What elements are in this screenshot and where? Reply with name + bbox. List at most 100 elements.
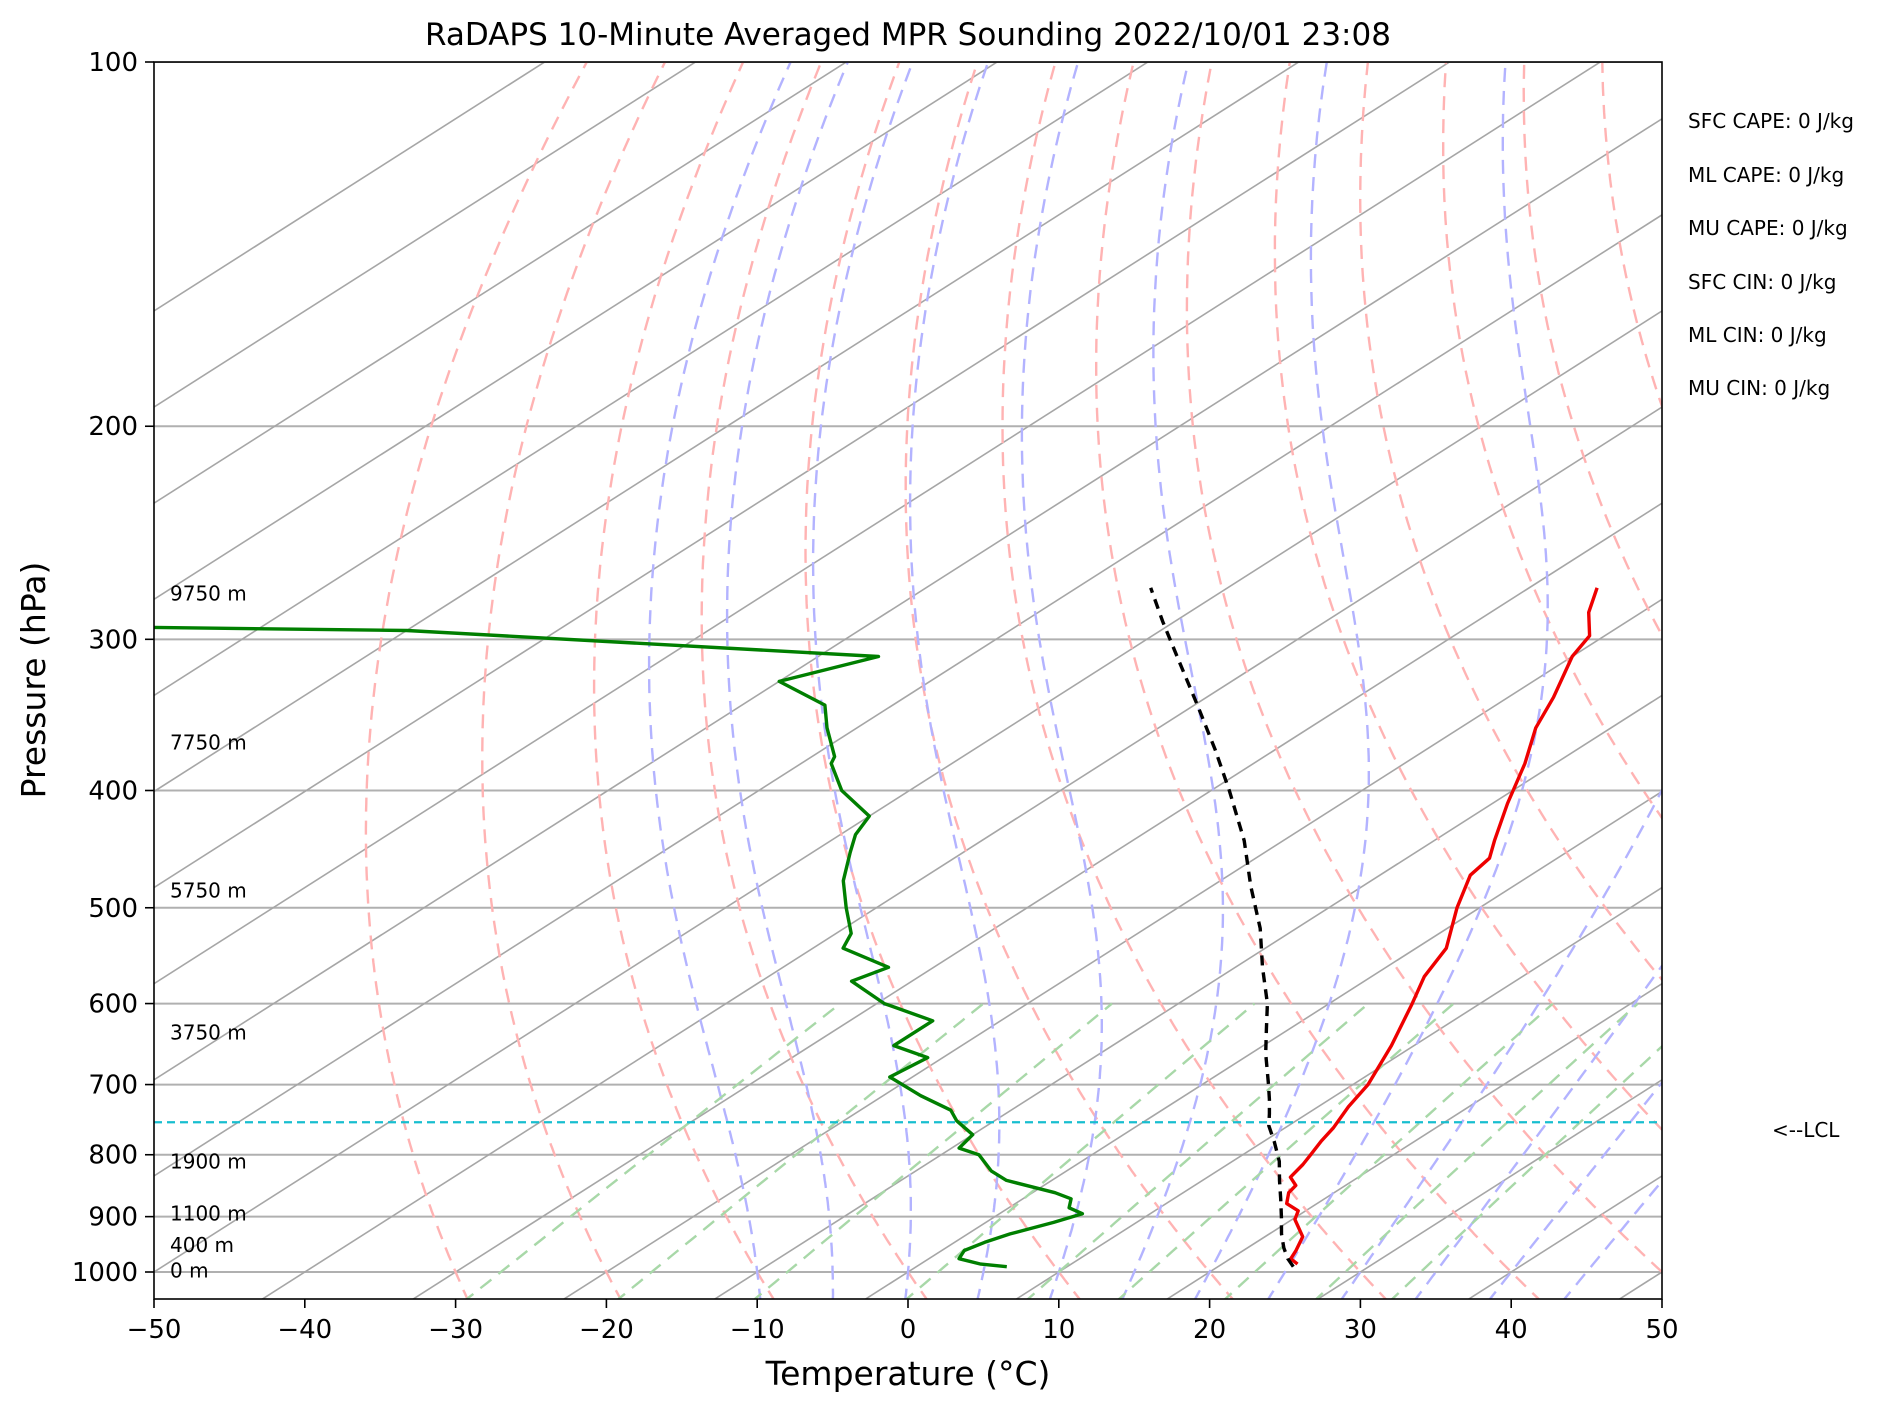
dry-adiabat-line (1679, 7, 1882, 1303)
dry-adiabat-line (1601, 62, 1662, 410)
isotherm-line (1316, 1078, 1662, 1299)
moist-adiabat-line (725, 62, 849, 1299)
isotherm-line (411, 502, 1662, 1299)
dry-adiabat-line (1754, 7, 1882, 1303)
isotherm-line (154, 310, 1662, 1273)
height-label: 0 m (170, 1258, 209, 1282)
dry-adiabat-line (1185, 62, 1662, 1274)
x-tick-label: 10 (1042, 1315, 1075, 1345)
y-tick-label: 600 (88, 990, 138, 1020)
isotherm-line (154, 62, 1301, 793)
mixing-ratio-line (1026, 1002, 1370, 1299)
y-tick-label: 200 (88, 412, 138, 442)
parcel-path-line (1149, 587, 1295, 1268)
plot-frame (153, 61, 1663, 1300)
moist-adiabat-line (811, 62, 914, 1299)
y-tick-label: 900 (88, 1203, 138, 1233)
x-tick-label: 0 (900, 1315, 917, 1345)
x-tick-label: 30 (1344, 1315, 1377, 1345)
data-series (154, 587, 1662, 1269)
isotherm-line (1165, 982, 1662, 1299)
x-tick-label: −30 (428, 1315, 483, 1345)
dry-adiabat-line (1830, 7, 1882, 1303)
dry-adiabat-line (904, 62, 1235, 1299)
mixing-ratio-line (753, 1002, 1113, 1299)
mu-cape-annotation: MU CAPE: 0 J/kg (1688, 216, 1848, 240)
height-label: 3750 m (170, 1021, 247, 1045)
stability-annotations: SFC CAPE: 0 J/kg ML CAPE: 0 J/kg MU CAPE… (1688, 109, 1854, 400)
isotherm-line (1618, 1271, 1662, 1299)
y-tick-label: 800 (88, 1141, 138, 1171)
dry-adiabat-line (1095, 62, 1541, 1299)
moist-adiabat-line (1266, 62, 1549, 1299)
y-tick-label: 100 (88, 48, 138, 78)
y-tick-label: 300 (88, 625, 138, 655)
mixing-ratio-line (1314, 1002, 1639, 1299)
mixing-ratio-line (904, 1002, 1256, 1299)
x-tick-label: −10 (730, 1315, 785, 1345)
moist-adiabat-line (1121, 62, 1225, 1299)
y-tick-label: 500 (88, 894, 138, 924)
x-tick-label: 50 (1645, 1315, 1678, 1345)
dry-adiabat-line (1273, 62, 1662, 1132)
moist-adiabat-line (1414, 963, 1662, 1299)
temperature-profile-line (1285, 587, 1599, 1266)
mixing-ratio-line (464, 1002, 842, 1299)
dry-adiabat-line (700, 62, 929, 1299)
height-label: 1100 m (170, 1202, 247, 1226)
x-axis-label: Temperature (°C) (765, 1354, 1051, 1393)
isotherm-line (154, 62, 1602, 985)
ml-cin-annotation: ML CIN: 0 J/kg (1688, 323, 1827, 347)
x-tick-label: −50 (127, 1315, 182, 1345)
moist-adiabat-line (647, 62, 792, 1299)
height-label: 1900 m (170, 1149, 247, 1173)
x-tick-label: 20 (1193, 1315, 1226, 1345)
dry-adiabat-line (804, 62, 1082, 1299)
sfc-cape-annotation: SFC CAPE: 0 J/kg (1688, 109, 1854, 133)
x-tick-label: 40 (1495, 1315, 1528, 1345)
isotherm-line (154, 62, 848, 505)
mixing-ratio-line (1117, 1002, 1455, 1299)
dry-adiabat-line (1001, 62, 1388, 1299)
isotherm-line (154, 213, 1662, 1177)
dry-adiabat-line (1358, 62, 1662, 982)
height-labels: 9750 m 7750 m 5750 m 3750 m 1900 m 1100 m 400 … (170, 582, 247, 1283)
mixing-ratio-line (1390, 1044, 1662, 1299)
y-tick-label: 400 (88, 776, 138, 806)
mixing-ratio-line (616, 1002, 985, 1299)
isotherm-line (1014, 886, 1662, 1299)
dry-adiabat-line (592, 62, 775, 1299)
moist-adiabat-line (1020, 62, 1103, 1299)
dry-adiabat-line (1522, 62, 1662, 638)
x-tick-label: −40 (277, 1315, 332, 1345)
y-tick-label: 1000 (72, 1258, 138, 1288)
mu-cin-annotation: MU CIN: 0 J/kg (1688, 376, 1830, 400)
y-axis-label: Pressure (hPa) (14, 562, 53, 799)
chart-title: RaDAPS 10-Minute Averaged MPR Sounding 2… (425, 17, 1391, 53)
moist-adiabat-line (1488, 1080, 1662, 1299)
isotherm-line (154, 62, 1451, 889)
height-label: 7750 m (170, 730, 247, 754)
mixing-ratio-line (1223, 1002, 1554, 1299)
axes: −50 −40 −30 −20 −10 0 10 20 30 40 50 100 200 300 400 50… (72, 48, 1679, 1345)
dewpoint-profile-line (154, 625, 1085, 1269)
y-tick-label: 700 (88, 1071, 138, 1101)
isotherm-line (154, 62, 999, 601)
x-tick-label: −20 (579, 1315, 634, 1345)
moist-adiabat-line (1193, 62, 1370, 1299)
moist-adiabat-line (1340, 787, 1662, 1299)
isotherm-line (154, 62, 1150, 697)
isotherm-line (260, 406, 1662, 1299)
ml-cape-annotation: ML CAPE: 0 J/kg (1688, 163, 1844, 187)
height-label: 5750 m (170, 879, 247, 903)
isotherm-line (713, 694, 1662, 1299)
sfc-cin-annotation: SFC CIN: 0 J/kg (1688, 270, 1836, 294)
isotherm-line (154, 62, 697, 409)
height-label: 9750 m (170, 582, 247, 606)
background-grid (154, 7, 1882, 1303)
isotherm-line (1467, 1174, 1662, 1299)
lcl-label: <--LCL (1772, 1118, 1840, 1142)
isotherm-line (562, 598, 1662, 1299)
height-label: 400 m (170, 1233, 234, 1257)
isotherm-line (154, 62, 547, 312)
